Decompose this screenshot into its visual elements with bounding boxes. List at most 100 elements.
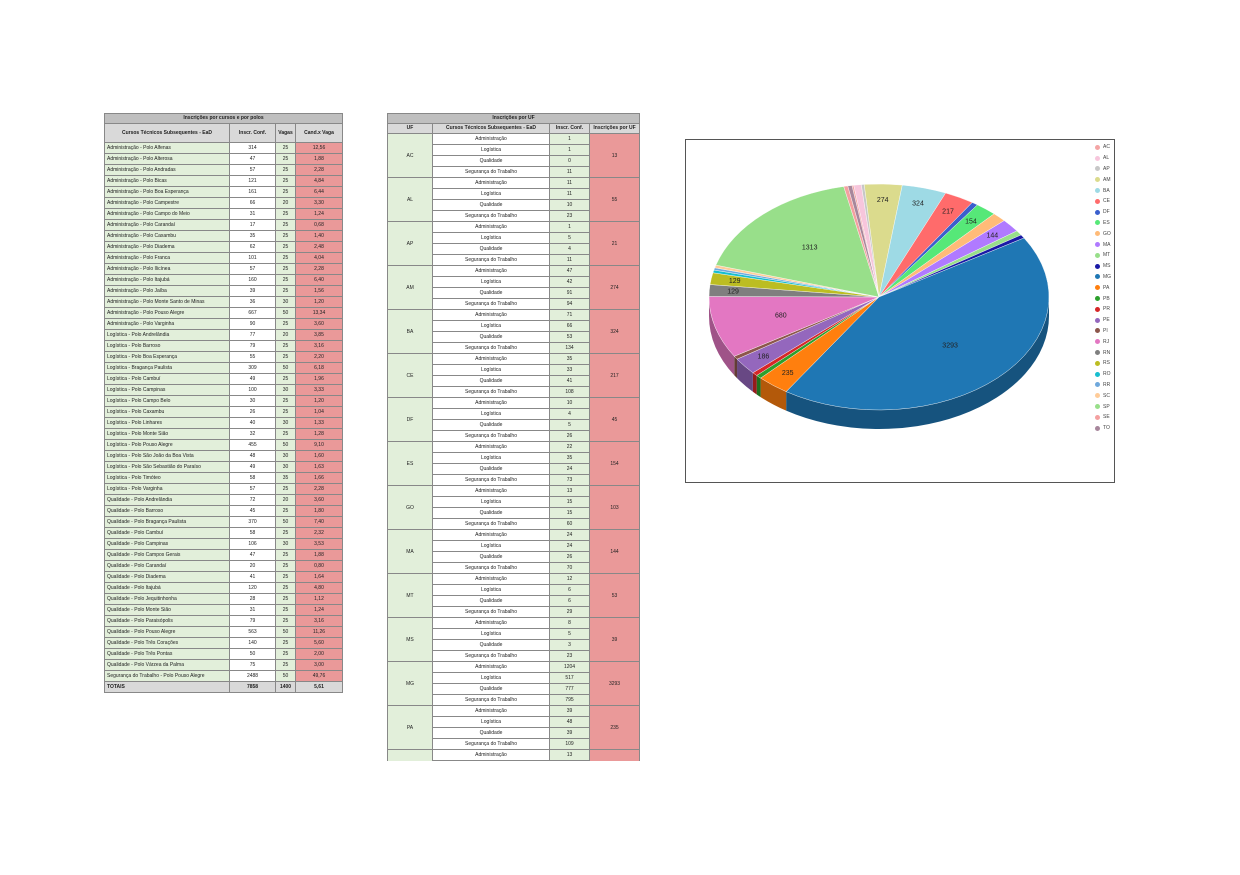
table-row: DF Administração 10 45: [387, 397, 641, 442]
cell-enrolled: 35: [549, 353, 590, 365]
cell-course: Logística: [432, 452, 550, 464]
cell-uf: AL: [387, 177, 433, 222]
cell-ratio: 1,80: [295, 505, 343, 517]
cell-vacancies: 25: [275, 373, 296, 385]
legend-swatch: [1095, 252, 1100, 258]
table-row: Segurança do Trabalho 134: [388, 342, 640, 354]
table-row: Logística - Polo Linhares 40 30 1,33: [104, 417, 343, 429]
cell-ratio: 3,53: [295, 538, 343, 550]
table-row: Segurança do Trabalho 11: [388, 254, 640, 266]
cell-enrolled: 563: [229, 626, 276, 638]
table-row: Qualidade - Polo Várzea da Palma 75 25 3,00: [104, 659, 343, 671]
cell-uf: [387, 749, 433, 761]
cell-course: Administração - Polo Diadema: [104, 241, 230, 253]
cell-course: Administração: [432, 661, 550, 673]
cell-enrolled: 90: [229, 318, 276, 330]
legend-item: PE: [1095, 315, 1111, 326]
cell-vacancies: 20: [275, 494, 296, 506]
cell-course: Qualidade - Polo Campinas: [104, 538, 230, 550]
cell-enrolled: 79: [229, 340, 276, 352]
legend-swatch: [1095, 350, 1100, 356]
cell-enrolled: 70: [549, 562, 590, 574]
cell-vacancies: 25: [275, 318, 296, 330]
table-enrollments-by-polo: Inscrições por cursos e por polos Cursos…: [104, 113, 343, 693]
legend-swatch: [1095, 285, 1100, 291]
cell-ratio: 5,60: [295, 637, 343, 649]
pie-chart-canvas: 274 324 217 154 144 3293 235 186 680 129 129 1313: [708, 183, 1050, 429]
table-body: AC Administração 1 13 Logística 1 Qualidade 0 Se…: [387, 133, 641, 761]
cell-course: Administração - Polo Campestre: [104, 197, 230, 209]
legend-item: RS: [1095, 358, 1111, 369]
data-label: 324: [912, 200, 924, 207]
cell-enrolled: 10: [549, 199, 590, 211]
cell-ratio: 1,66: [295, 472, 343, 484]
cell-course: Qualidade: [432, 683, 550, 695]
table-row: Administração - Polo Andradas 57 25 2,28: [104, 164, 343, 176]
cell-enrolled: 35: [549, 452, 590, 464]
cell-enrolled: 24: [549, 529, 590, 541]
cell-enrolled: 1: [549, 133, 590, 145]
pie-side-walls: [709, 297, 1049, 429]
table-row: PA Administração 39 235: [387, 705, 641, 750]
table-row: Segurança do Trabalho 23: [388, 210, 640, 222]
cell-enrolled: 667: [229, 307, 276, 319]
table-row: Administração - Polo Alfenas 314 25 12,56: [104, 142, 343, 154]
legend-label: AM: [1103, 176, 1111, 183]
cell-enrolled: 106: [229, 538, 276, 550]
cell-ratio: 1,24: [295, 208, 343, 220]
cell-course: Segurança do Trabalho: [432, 210, 550, 222]
table-row: Logística - Polo Campo Belo 30 25 1,20: [104, 395, 343, 407]
cell-enrolled: 17: [229, 219, 276, 231]
cell-course: Logística - Polo São Sebastião do Paraís…: [104, 461, 230, 473]
cell-enrolled: 35: [229, 230, 276, 242]
pie-slice-side-pb: [756, 375, 761, 398]
table-row: Administração - Polo Diadema 62 25 2,48: [104, 241, 343, 253]
cell-course: Qualidade: [432, 199, 550, 211]
legend-item: MA: [1095, 239, 1111, 250]
table-row: Administração - Polo Monte Santo de Mina…: [104, 296, 343, 308]
table-row: AC Administração 1 13: [387, 133, 641, 178]
cell-enrolled: 160: [229, 274, 276, 286]
cell-enrolled: 6: [549, 584, 590, 596]
cell-enrolled: 66: [549, 320, 590, 332]
table-enrollments-by-uf: Inscrições por UF UF Cursos Técnicos Sub…: [386, 113, 641, 761]
table-row: Logística - Polo Caxambu 26 25 1,04: [104, 406, 343, 418]
cell-enrolled: 79: [229, 615, 276, 627]
cell-enrolled: 48: [549, 716, 590, 728]
table-row: Segurança do Trabalho - Polo Pouso Alegr…: [104, 670, 343, 682]
cell-uf-total: 13: [588, 133, 641, 178]
cell-vacancies: 25: [275, 637, 296, 649]
column-header-total-by-uf: Inscrições por UF: [588, 123, 641, 134]
cell-vacancies: 30: [275, 450, 296, 462]
cell-enrolled: 47: [229, 549, 276, 561]
legend-swatch: [1095, 188, 1100, 194]
cell-enrolled: 15: [549, 507, 590, 519]
cell-vacancies: 25: [275, 351, 296, 363]
cell-course: Segurança do Trabalho: [432, 518, 550, 530]
cell-ratio: 2,28: [295, 263, 343, 275]
cell-enrolled: 101: [229, 252, 276, 264]
cell-enrolled: 8: [549, 617, 590, 629]
legend-item: SC: [1095, 390, 1111, 401]
cell-course: Administração: [432, 133, 550, 145]
cell-enrolled: 12: [549, 573, 590, 585]
cell-ratio: 1,63: [295, 461, 343, 473]
legend-item: BA: [1095, 185, 1111, 196]
column-header-uf: UF: [387, 123, 433, 134]
legend-label: SC: [1103, 392, 1110, 399]
cell-course: Administração - Polo Monte Santo de Mina…: [104, 296, 230, 308]
cell-ratio: 4,80: [295, 582, 343, 594]
table-title: Inscrições por cursos e por polos: [104, 113, 343, 124]
cell-ratio: 13,34: [295, 307, 343, 319]
cell-vacancies: 50: [275, 626, 296, 638]
cell-ratio: 1,20: [295, 395, 343, 407]
cell-enrolled: 66: [229, 197, 276, 209]
cell-course: Logística: [432, 144, 550, 156]
cell-enrolled: 73: [549, 474, 590, 486]
legend-swatch: [1095, 339, 1100, 345]
cell-vacancies: 50: [275, 516, 296, 528]
cell-enrolled: 32: [229, 428, 276, 440]
pie-slice-rj: [708, 296, 880, 357]
legend-item: AC: [1095, 142, 1111, 153]
cell-course: Qualidade - Polo Cambuí: [104, 527, 230, 539]
